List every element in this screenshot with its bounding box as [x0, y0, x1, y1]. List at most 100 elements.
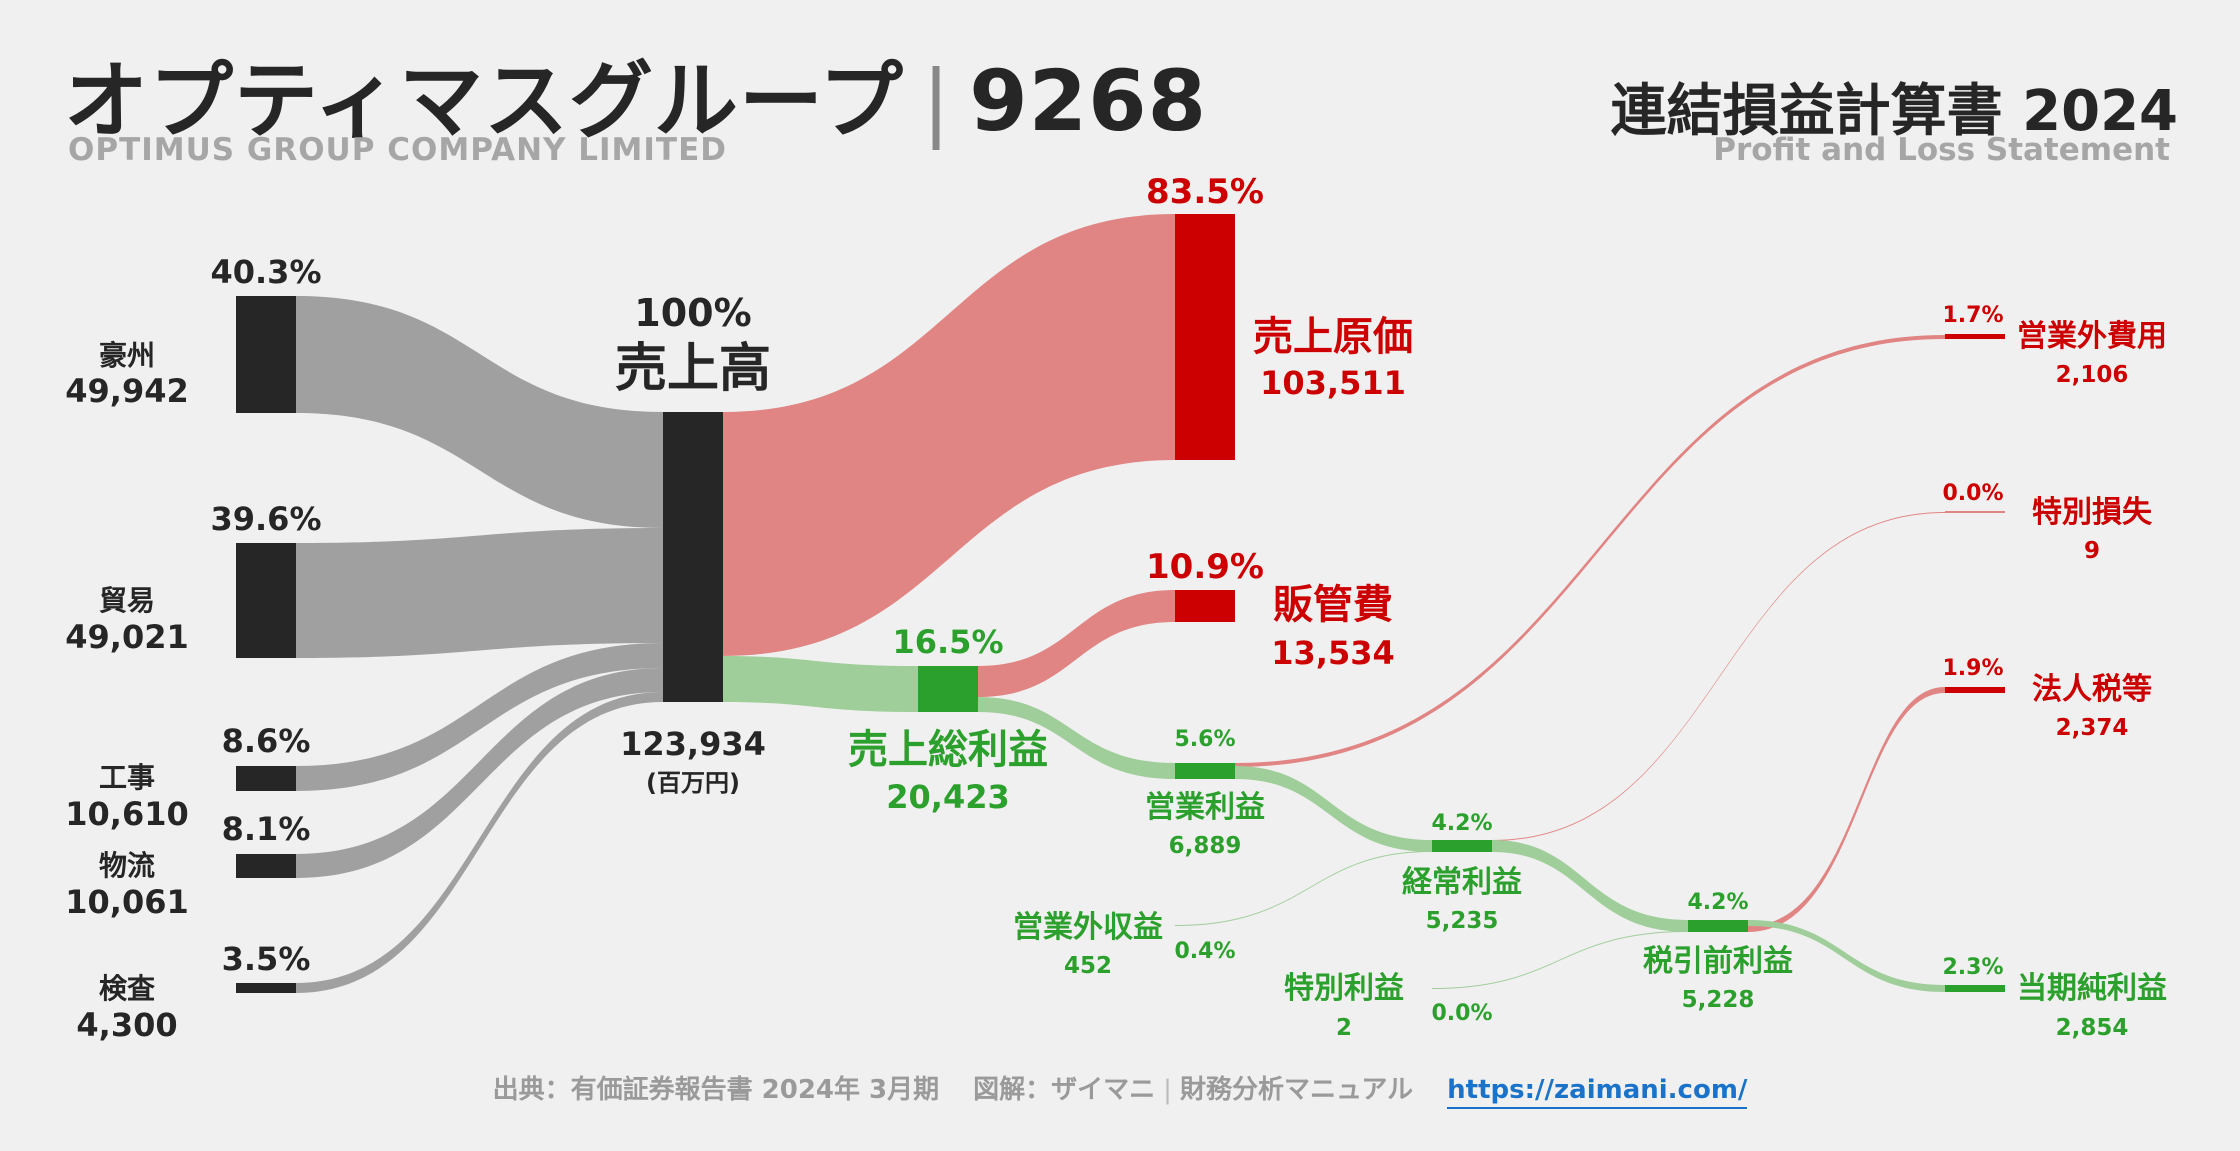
footer-separator: |	[1163, 1075, 1172, 1105]
pretax-profit-label: 税引前利益	[1643, 944, 1793, 979]
flow-op-to-ordinary	[1235, 766, 1432, 852]
title-separator: |	[921, 52, 952, 150]
cost-of-sales-value: 103,511	[1260, 364, 1406, 402]
gross-profit-value: 20,423	[886, 778, 1009, 816]
segment-1-name: 豪州	[99, 339, 155, 372]
non-op-expense-value: 2,106	[2056, 362, 2129, 388]
extra-gain-value: 2	[1336, 1015, 1352, 1041]
node-segment-5	[236, 983, 296, 993]
net-profit-pct: 2.3%	[1942, 955, 2003, 980]
labels-layer: 40.3% 豪州 49,942 39.6% 貿易 49,021 8.6% 工事 …	[65, 172, 2167, 1044]
gross-profit-label: 売上総利益	[848, 727, 1048, 773]
credit-note: 図解：ザイマニ	[973, 1075, 1156, 1105]
credit-note-2: 財務分析マニュアル	[1179, 1075, 1414, 1105]
node-net-profit	[1945, 985, 2005, 992]
node-segment-3	[236, 766, 296, 791]
ordinary-profit-label: 経常利益	[1402, 865, 1522, 900]
flow-sga	[978, 590, 1175, 697]
sga-value: 13,534	[1271, 634, 1394, 672]
segment-1-pct: 40.3%	[210, 253, 321, 291]
flow-extra-loss	[1492, 512, 1945, 841]
segment-5-pct: 3.5%	[222, 940, 311, 978]
segment-2-name: 貿易	[99, 584, 155, 617]
node-income-tax	[1945, 687, 2005, 693]
flow-operating-profit	[978, 697, 1175, 779]
flow-non-op-income	[1175, 851, 1432, 926]
ordinary-profit-pct: 4.2%	[1431, 811, 1492, 836]
non-op-income-pct: 0.4%	[1174, 939, 1235, 964]
unit-label: (百万円)	[646, 769, 740, 797]
nodes-layer	[236, 214, 2005, 993]
extra-loss-pct: 0.0%	[1942, 481, 2003, 506]
net-profit-label: 当期純利益	[2017, 971, 2167, 1006]
statement-title: 連結損益計算書 2024	[1610, 79, 2178, 144]
node-extra-loss	[1945, 511, 2005, 513]
segment-5-name: 検査	[99, 972, 155, 1005]
extra-loss-value: 9	[2084, 538, 2100, 564]
segment-4-pct: 8.1%	[222, 810, 311, 848]
flow-income-tax	[1748, 687, 1945, 932]
footer: 出典：有価証券報告書 2024年 3月期 図解：ザイマニ | 財務分析マニュアル htt…	[0, 1069, 2240, 1109]
income-tax-value: 2,374	[2056, 715, 2129, 741]
income-tax-pct: 1.9%	[1942, 656, 2003, 681]
node-revenue	[663, 412, 723, 702]
segment-4-name: 物流	[99, 849, 155, 882]
pretax-profit-pct: 4.2%	[1687, 890, 1748, 915]
flows-layer	[296, 214, 1945, 993]
extra-loss-label: 特別損失	[2032, 495, 2153, 530]
company-name-en: OPTIMUS GROUP COMPANY LIMITED	[68, 132, 727, 168]
segment-3-name: 工事	[99, 761, 155, 794]
node-non-op-expense	[1945, 334, 2005, 339]
non-op-income-label: 営業外収益	[1013, 910, 1163, 945]
revenue-pct: 100%	[634, 291, 751, 335]
gross-profit-pct: 16.5%	[892, 623, 1003, 661]
site-link[interactable]: https://zaimani.com/	[1447, 1075, 1748, 1109]
flow-segment-4	[296, 668, 663, 878]
segment-2-value: 49,021	[65, 618, 188, 656]
cost-of-sales-pct: 83.5%	[1146, 172, 1264, 212]
node-segment-4	[236, 854, 296, 878]
revenue-label: 売上高	[615, 339, 771, 399]
flow-segment-1	[296, 296, 663, 528]
segment-4-value: 10,061	[65, 883, 188, 921]
operating-profit-value: 6,889	[1169, 833, 1242, 859]
revenue-value: 123,934	[620, 725, 766, 763]
node-pretax-profit	[1688, 920, 1748, 932]
operating-profit-label: 営業利益	[1145, 790, 1265, 825]
flow-extra-gain	[1432, 931, 1688, 989]
segment-2-pct: 39.6%	[210, 500, 321, 538]
node-sga	[1175, 590, 1235, 622]
pretax-profit-value: 5,228	[1682, 987, 1755, 1013]
extra-gain-label: 特別利益	[1284, 971, 1404, 1006]
node-ordinary-profit	[1432, 840, 1492, 852]
income-tax-label: 法人税等	[2032, 672, 2152, 707]
company-name: オプティマスグループ	[64, 52, 904, 150]
segment-3-pct: 8.6%	[222, 722, 311, 760]
net-profit-value: 2,854	[2056, 1015, 2129, 1041]
flow-cost-of-sales	[723, 214, 1175, 656]
flow-ordinary-to-pretax	[1492, 840, 1688, 932]
flow-segment-2	[296, 528, 663, 658]
cost-of-sales-label: 売上原価	[1253, 314, 1413, 360]
flow-segment-5	[296, 692, 663, 993]
sga-pct: 10.9%	[1146, 547, 1264, 587]
sga-label: 販管費	[1273, 582, 1393, 628]
non-op-income-value: 452	[1064, 953, 1112, 979]
segment-3-value: 10,610	[65, 795, 188, 833]
stock-code: 9268	[969, 52, 1208, 150]
node-operating-profit	[1175, 763, 1235, 779]
extra-gain-pct: 0.0%	[1431, 1001, 1492, 1026]
segment-1-value: 49,942	[65, 372, 188, 410]
operating-profit-pct: 5.6%	[1174, 727, 1235, 752]
source-note: 出典：有価証券報告書 2024年 3月期	[492, 1075, 940, 1105]
flow-gross-profit	[723, 656, 918, 712]
ordinary-profit-value: 5,235	[1426, 908, 1499, 934]
node-segment-1	[236, 296, 296, 413]
node-segment-2	[236, 543, 296, 658]
non-op-expense-label: 営業外費用	[2017, 319, 2167, 354]
statement-subtitle: Profit and Loss Statement	[1713, 132, 2170, 168]
flow-segment-3	[296, 643, 663, 791]
flow-net-profit	[1748, 920, 1945, 992]
non-op-expense-pct: 1.7%	[1942, 303, 2003, 328]
